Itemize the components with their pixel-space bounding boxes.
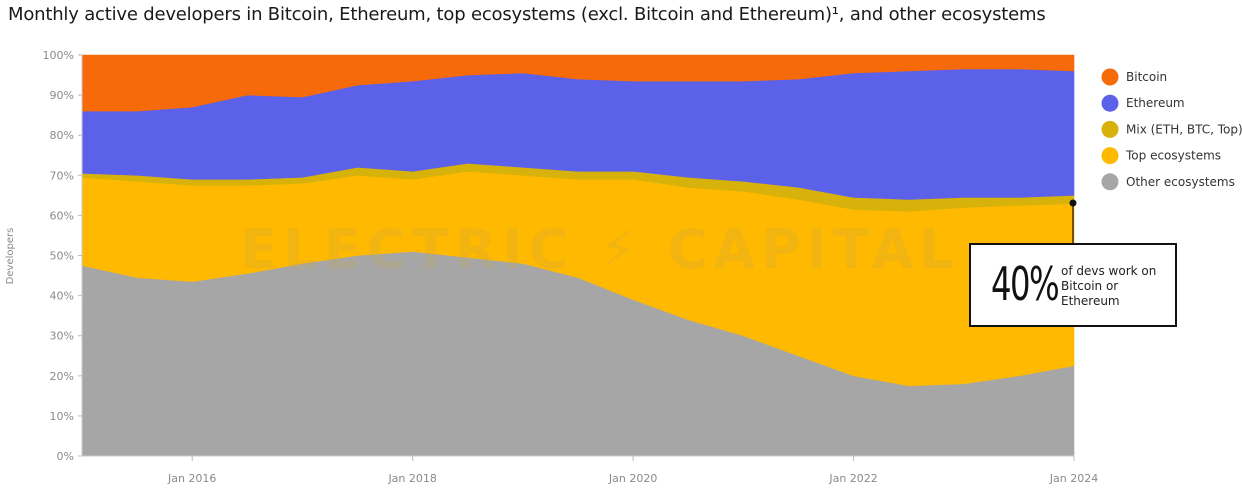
y-tick-label: 10% [50,410,74,423]
y-tick-label: 30% [50,330,74,343]
x-tick-label: Jan 2024 [1049,472,1098,485]
callout-box: 40% of devs work on Bitcoin or Ethereum [969,243,1177,327]
legend-label: Other ecosystems [1126,175,1235,189]
y-tick-label: 90% [50,89,74,102]
legend-label: Top ecosystems [1125,149,1221,163]
y-tick-label: 80% [50,129,74,142]
x-tick-label: Jan 2016 [167,472,216,485]
legend-swatch [1101,68,1119,86]
legend-label: Mix (ETH, BTC, Top) [1126,122,1242,136]
y-tick-label: 50% [50,250,74,263]
x-axis-ticks: Jan 2016 Jan 2018 Jan 2020 Jan 2022 Jan 2024 [82,455,1098,485]
legend: Bitcoin Ethereum Mix (ETH, BTC, Top) Top ec… [1101,68,1242,191]
callout-marker [1069,199,1077,207]
legend-label: Ethereum [1126,96,1185,110]
x-tick-label: Jan 2018 [387,472,436,485]
callout-value: 40% [991,257,1060,311]
legend-swatch [1101,120,1119,138]
x-tick-label: Jan 2020 [608,472,657,485]
watermark-logo: ELECTRIC ⚡ CAPITAL [240,218,959,281]
y-tick-label: 100% [43,49,74,62]
x-tick-label: Jan 2022 [828,472,877,485]
y-tick-label: 70% [50,169,74,182]
y-tick-label: 0% [57,450,74,463]
callout-text: of devs work on Bitcoin or Ethereum [1061,264,1157,308]
legend-swatch [1101,94,1119,112]
y-axis-label: Developers [5,228,16,285]
area-series-group [81,54,1075,457]
y-tick-label: 40% [50,290,74,303]
area-bitcoin [81,54,1075,112]
legend-swatch [1101,147,1119,165]
y-axis-ticks: 0% 10% 20% 30% 40% 50% 60% 70% 80% 90% 100% [43,49,83,463]
legend-label: Bitcoin [1126,70,1167,84]
chart-title: Monthly active developers in Bitcoin, Et… [8,4,1046,25]
legend-swatch [1101,173,1119,191]
y-tick-label: 20% [50,370,74,383]
y-tick-label: 60% [50,209,74,222]
